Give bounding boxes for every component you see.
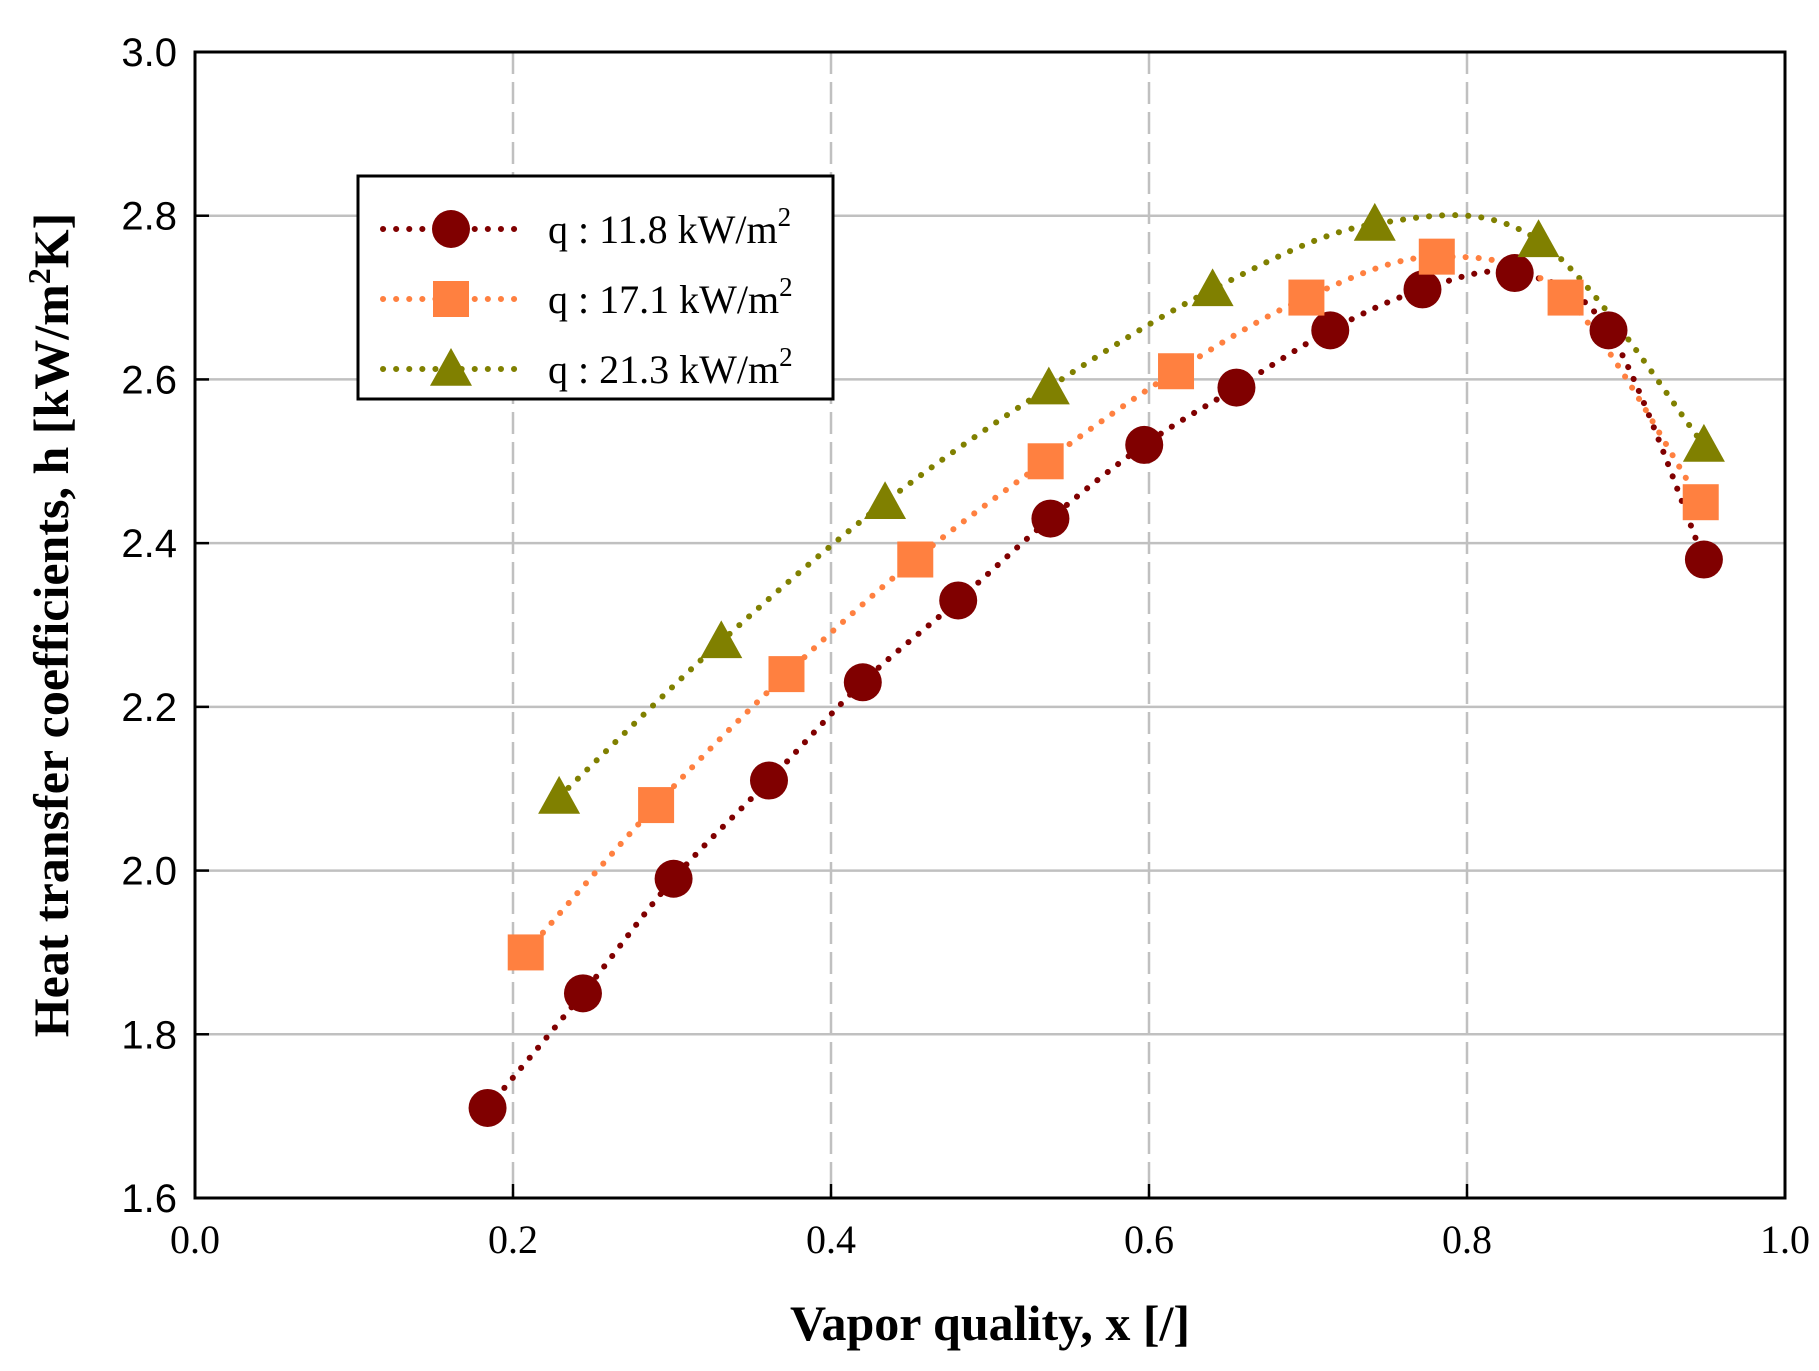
legend-label-superscript: 2: [779, 272, 793, 302]
y-tick-label: 2.6: [121, 358, 177, 402]
x-tick-label: 0.0: [170, 1217, 220, 1262]
series-1-circle-marker: [1684, 540, 1723, 579]
legend-label-1: q : 11.8 kW/m2: [548, 202, 791, 252]
y-tick-label: 2.4: [121, 522, 177, 566]
series-1-circle-marker: [563, 974, 602, 1013]
series-2-square-marker: [1682, 484, 1719, 521]
series-1-circle-marker: [1403, 270, 1442, 309]
series-1-circle-marker: [749, 761, 788, 800]
series-1-circle-marker: [654, 859, 693, 898]
series-3-triangle-marker: [1682, 423, 1725, 462]
series-2-square-marker: [1288, 279, 1325, 316]
ticks: 0.0 0.2 0.4 0.6 0.8 1.0 1.6 1.8 2.0 2.2 2.4 2.6 2.8 3…: [121, 31, 1810, 1262]
data-markers: [468, 202, 1725, 1127]
grid-layer: [195, 52, 1785, 1198]
legend-box: [356, 174, 835, 401]
series-1-circle-marker: [1589, 311, 1628, 350]
legend-label-superscript: 2: [778, 202, 792, 232]
x-tick-label: 0.4: [806, 1217, 856, 1262]
y-axis-label-main: Heat transfer coefficients, h [kW/m: [23, 284, 79, 1037]
series-1-circle-marker: [1125, 425, 1164, 464]
series-1-circle-marker: [1217, 368, 1256, 407]
series-3-triangle-marker: [538, 775, 581, 814]
legend-label-2: q : 17.1 kW/m2: [548, 272, 793, 322]
series-3-triangle-marker: [1191, 268, 1234, 307]
series-line-2: [522, 253, 1704, 956]
series-3-triangle-marker: [1027, 366, 1070, 405]
series-1-circle-marker: [1031, 499, 1070, 538]
series-1-circle-marker: [843, 663, 882, 702]
legend-label-text: q : 21.3 kW/m: [548, 347, 779, 392]
legend-square-marker: [433, 281, 469, 317]
y-tick-label: 1.8: [121, 1013, 177, 1057]
series-2-square-marker: [638, 787, 675, 824]
y-tick-label: 2.0: [121, 850, 177, 894]
legend-circle-marker: [432, 210, 470, 248]
series-3-triangle-marker: [1517, 219, 1560, 258]
series-2-square-marker: [1418, 238, 1455, 275]
series-1-circle-marker: [939, 581, 978, 620]
series-3-triangle-marker: [1353, 202, 1396, 241]
series-2-square-marker: [1158, 353, 1195, 390]
legend: q : 11.8 kW/m2q : 17.1 kW/m2q : 21.3 kW/…: [356, 174, 835, 401]
y-tick-label: 2.2: [121, 686, 177, 730]
y-tick-label: 1.6: [121, 1177, 177, 1221]
legend-label-superscript: 2: [779, 342, 793, 372]
series-3-triangle-marker: [700, 620, 743, 659]
legend-label-3: q : 21.3 kW/m2: [548, 342, 793, 392]
series-2-square-marker: [1547, 279, 1584, 316]
series-3-triangle-marker: [864, 481, 907, 520]
series-2-square-marker: [507, 934, 544, 971]
legend-label-text: q : 11.8 kW/m: [548, 207, 778, 252]
series-line-3: [556, 212, 1707, 800]
x-tick-label: 0.2: [488, 1217, 538, 1262]
series-1-circle-marker: [468, 1088, 507, 1127]
x-tick-label: 1.0: [1760, 1217, 1810, 1262]
legend-label-text: q : 17.1 kW/m: [548, 277, 779, 322]
series-2-square-marker: [1027, 443, 1064, 480]
x-tick-label: 0.6: [1124, 1217, 1174, 1262]
series-2-square-marker: [768, 656, 805, 693]
series-1-circle-marker: [1495, 254, 1534, 293]
y-tick-label: 2.8: [121, 195, 177, 239]
y-tick-label: 3.0: [121, 31, 177, 75]
x-tick-label: 0.8: [1442, 1217, 1492, 1262]
y-axis-label-suffix: K]: [23, 213, 79, 269]
y-axis-label-superscript: 2: [21, 268, 57, 284]
y-axis-label: Heat transfer coefficients, h [kW/m2K]: [21, 213, 79, 1038]
legend-triangle-marker: [430, 348, 472, 386]
series-1-circle-marker: [1311, 311, 1350, 350]
x-axis-label: Vapor quality, x [/]: [790, 1295, 1190, 1351]
plot-frame: [193, 50, 1787, 1200]
series-2-square-marker: [897, 541, 934, 578]
